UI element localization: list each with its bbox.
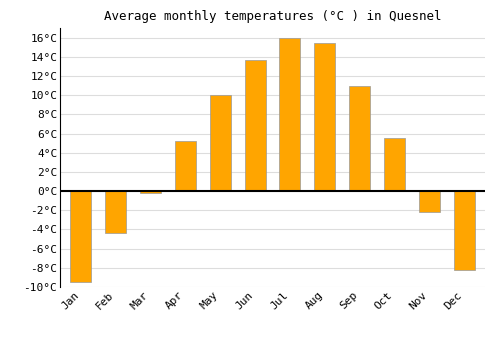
- Bar: [419, 191, 440, 212]
- Bar: [210, 95, 231, 191]
- Bar: [280, 37, 300, 191]
- Bar: [175, 141, 196, 191]
- Bar: [384, 138, 405, 191]
- Title: Average monthly temperatures (°C ) in Quesnel: Average monthly temperatures (°C ) in Qu…: [104, 10, 442, 23]
- Bar: [244, 60, 266, 191]
- Bar: [349, 85, 370, 191]
- Bar: [106, 191, 126, 233]
- Bar: [454, 191, 474, 270]
- Bar: [314, 43, 335, 191]
- Bar: [70, 191, 92, 282]
- Bar: [140, 191, 161, 193]
